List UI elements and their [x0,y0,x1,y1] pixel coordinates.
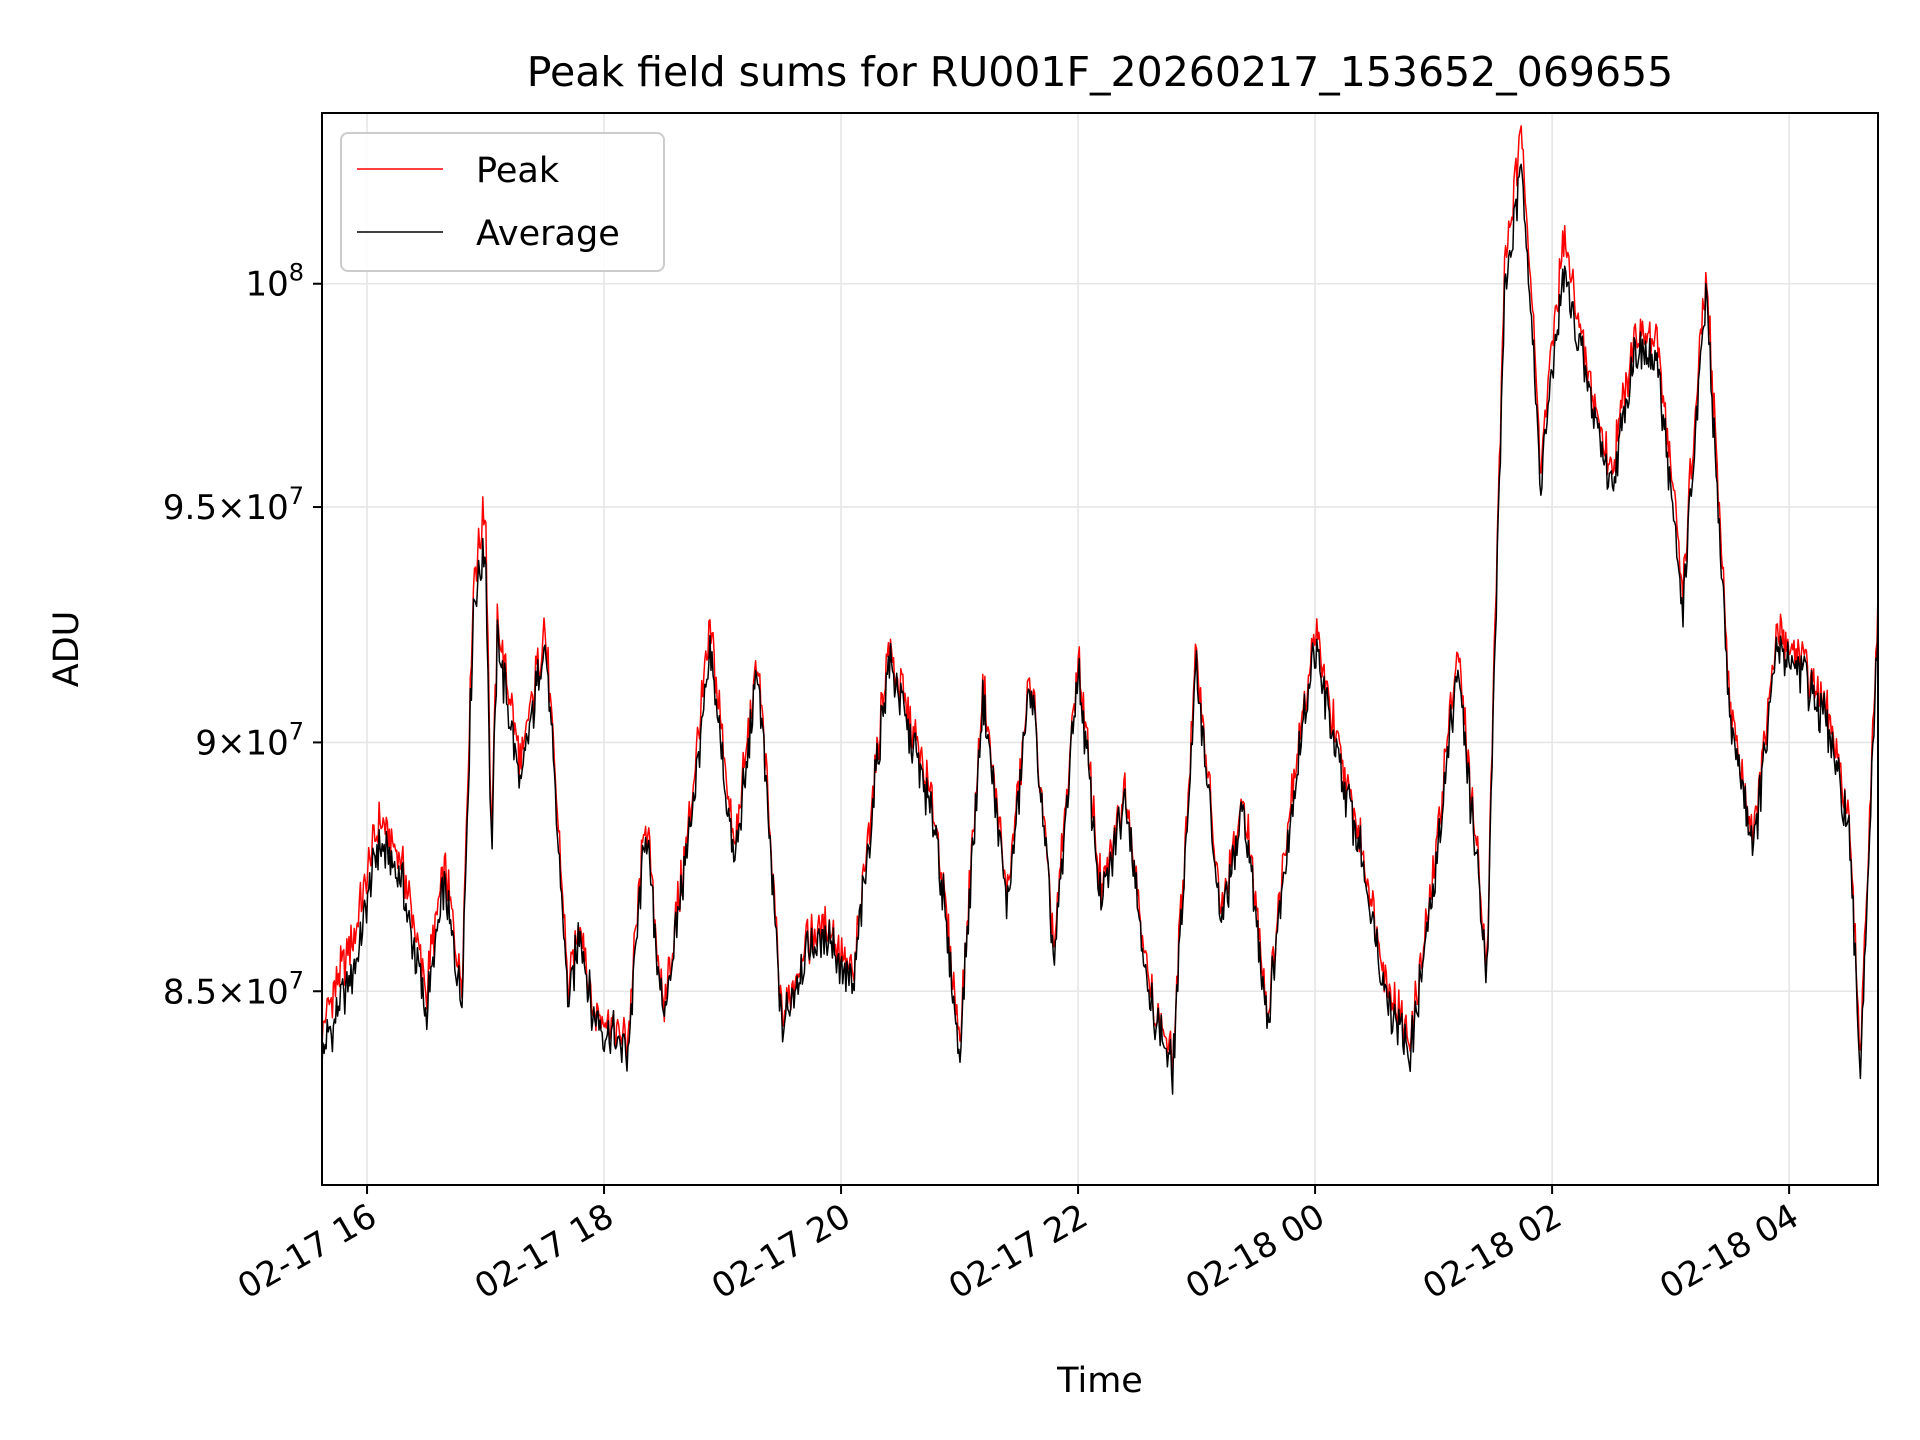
legend: Peak Average [340,132,665,272]
plot-frame [321,112,1879,1186]
legend-label-peak: Peak [476,151,560,191]
grid-layer [322,113,1878,1185]
y-tick-label: 8.5×107 [163,966,304,1012]
series-line-peak [321,125,1879,1073]
x-axis-label: Time [1056,1361,1143,1401]
y-tick-label: 9×107 [195,717,304,763]
series-layer [321,125,1879,1095]
legend-label-average: Average [476,214,620,254]
y-axis-label: ADU [47,611,87,688]
chart-title: Peak field sums for RU001F_20260217_1536… [527,48,1674,96]
series-line-average [321,163,1879,1095]
legend-box [340,132,665,272]
y-tick-label: 9.5×107 [163,482,304,528]
